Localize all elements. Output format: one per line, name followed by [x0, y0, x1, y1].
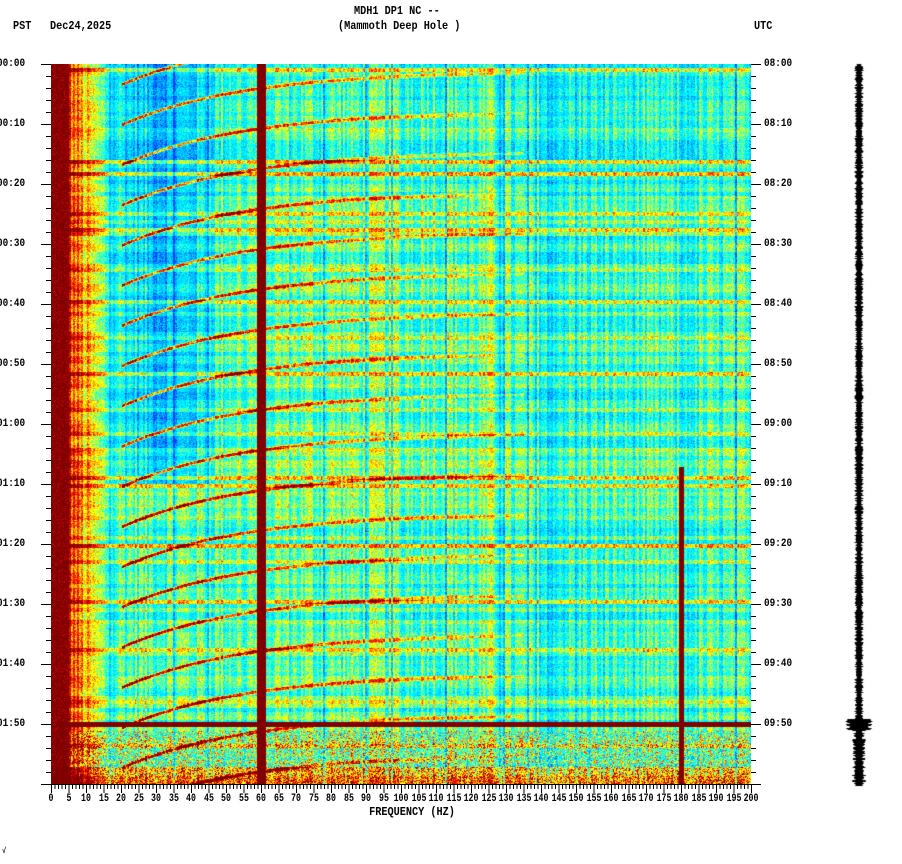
x-tick-label: 100 — [393, 793, 409, 805]
x-tick-label: 105 — [411, 793, 426, 805]
x-tick-label: 45 — [203, 793, 214, 805]
left-timezone: PST — [13, 19, 32, 33]
y-tick-label-right: 08:40 — [764, 298, 793, 310]
x-tick-label: 180 — [673, 793, 689, 805]
x-tick-label: 145 — [551, 793, 566, 805]
x-tick-label: 40 — [186, 793, 196, 805]
x-tick-label: 130 — [498, 793, 514, 805]
right-timezone: UTC — [754, 19, 773, 33]
x-tick-label: 20 — [116, 793, 126, 805]
date-label: Dec24,2025 — [50, 19, 112, 33]
x-tick-label: 85 — [343, 793, 354, 805]
y-tick-label-right: 09:00 — [764, 418, 793, 430]
x-tick-label: 15 — [98, 793, 109, 805]
x-tick-label: 175 — [656, 793, 671, 805]
y-tick-label-right: 08:50 — [764, 358, 793, 370]
x-tick-label: 30 — [151, 793, 161, 805]
y-tick-label-right: 09:40 — [764, 658, 793, 670]
y-tick-label-left: 00:00 — [0, 58, 26, 70]
y-tick-label-left: 01:00 — [0, 418, 26, 430]
x-tick-label: 10 — [81, 793, 91, 805]
y-tick-label-right: 09:20 — [764, 538, 793, 550]
y-tick-label-left: 00:30 — [0, 238, 26, 250]
x-axis-label: FREQUENCY (HZ) — [369, 805, 455, 819]
y-tick-label-left: 01:50 — [0, 718, 26, 730]
x-tick-label: 120 — [463, 793, 479, 805]
y-tick-label-left: 00:20 — [0, 178, 26, 190]
x-tick-label: 55 — [238, 793, 249, 805]
y-tick-label-left: 01:10 — [0, 478, 26, 490]
x-tick-label: 90 — [361, 793, 371, 805]
x-tick-label: 135 — [516, 793, 531, 805]
x-tick-label: 60 — [256, 793, 266, 805]
y-tick-label-left: 00:50 — [0, 358, 26, 370]
x-tick-label: 165 — [621, 793, 636, 805]
spectrogram-heatmap — [51, 64, 751, 784]
x-tick-label: 110 — [428, 793, 444, 805]
x-tick-label: 185 — [691, 793, 706, 805]
x-tick-label: 50 — [221, 793, 231, 805]
x-tick-label: 25 — [133, 793, 144, 805]
x-tick-label: 155 — [586, 793, 601, 805]
x-tick-label: 70 — [291, 793, 301, 805]
y-tick-label-right: 09:10 — [764, 478, 793, 490]
x-tick-label: 190 — [708, 793, 724, 805]
x-tick-label: 195 — [726, 793, 741, 805]
x-tick-label: 125 — [481, 793, 496, 805]
x-tick-label: 80 — [326, 793, 336, 805]
y-tick-label-left: 00:40 — [0, 298, 26, 310]
y-tick-label-right: 09:50 — [764, 718, 793, 730]
y-tick-label-left: 01:40 — [0, 658, 26, 670]
chart-title: MDH1 DP1 NC -- — [354, 4, 440, 18]
y-tick-label-right: 08:10 — [764, 118, 793, 130]
y-tick-label-left: 01:30 — [0, 598, 26, 610]
x-tick-label: 160 — [603, 793, 619, 805]
y-tick-label-left: 00:10 — [0, 118, 26, 130]
seismogram-trace — [840, 60, 880, 790]
x-tick-label: 150 — [568, 793, 584, 805]
x-tick-label: 65 — [273, 793, 284, 805]
x-tick-label: 170 — [638, 793, 654, 805]
y-tick-label-right: 08:00 — [764, 58, 793, 70]
x-tick-label: 95 — [378, 793, 389, 805]
corner-mark: √ — [2, 847, 7, 856]
y-tick-label-right: 08:30 — [764, 238, 793, 250]
x-tick-label: 140 — [533, 793, 549, 805]
x-tick-label: 0 — [48, 793, 54, 805]
y-tick-label-right: 08:20 — [764, 178, 793, 190]
x-tick-label: 115 — [446, 793, 461, 805]
x-tick-label: 35 — [168, 793, 179, 805]
x-tick-label: 75 — [308, 793, 319, 805]
station-name: (Mammoth Deep Hole ) — [338, 19, 461, 33]
x-tick-label: 5 — [66, 793, 71, 805]
y-tick-label-right: 09:30 — [764, 598, 793, 610]
y-tick-label-left: 01:20 — [0, 538, 26, 550]
x-tick-label: 200 — [743, 793, 759, 805]
